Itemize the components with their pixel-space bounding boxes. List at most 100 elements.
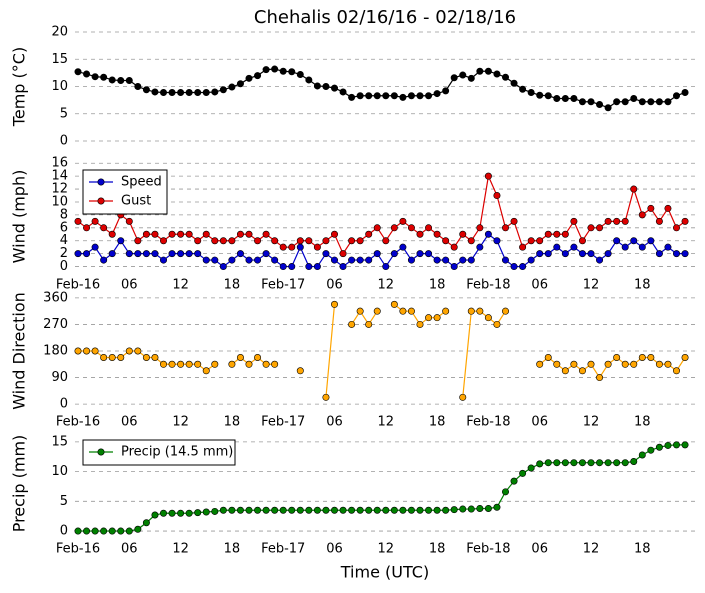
- point: [664, 204, 672, 212]
- legend-label: Gust: [121, 194, 151, 209]
- point: [519, 243, 527, 251]
- point: [211, 256, 219, 264]
- point: [570, 360, 578, 368]
- point: [168, 230, 176, 238]
- point: [356, 307, 364, 315]
- point: [219, 237, 227, 245]
- point: [271, 506, 279, 514]
- point: [501, 307, 509, 315]
- point: [236, 506, 244, 514]
- point: [245, 230, 253, 238]
- point: [348, 256, 356, 264]
- x-tick-label: 06: [531, 542, 548, 557]
- point: [638, 211, 646, 219]
- x-tick-label: 18: [224, 278, 241, 293]
- point: [544, 230, 552, 238]
- point: [151, 250, 159, 258]
- point: [313, 506, 321, 514]
- point: [322, 237, 330, 245]
- point: [587, 250, 595, 258]
- point: [74, 250, 82, 258]
- x-tick-label: 18: [429, 415, 446, 430]
- point: [305, 506, 313, 514]
- point: [211, 507, 219, 515]
- point: [382, 506, 390, 514]
- point: [459, 393, 467, 401]
- x-tick-label: 06: [121, 542, 138, 557]
- y-tick-label: 4: [60, 233, 68, 248]
- point: [407, 224, 415, 232]
- point: [125, 77, 133, 85]
- point: [228, 256, 236, 264]
- point: [168, 360, 176, 368]
- point: [194, 509, 202, 517]
- point: [390, 506, 398, 514]
- point: [117, 77, 125, 85]
- point: [570, 94, 578, 102]
- x-tick-label: 18: [429, 278, 446, 293]
- point: [621, 459, 629, 467]
- point: [493, 70, 501, 78]
- point: [100, 73, 108, 81]
- point: [160, 256, 168, 264]
- point: [621, 98, 629, 106]
- x-tick-label: 06: [326, 415, 343, 430]
- point: [373, 92, 381, 100]
- series-line: [78, 233, 686, 268]
- point: [100, 353, 108, 361]
- point: [613, 98, 621, 106]
- point: [142, 519, 150, 527]
- point: [236, 230, 244, 238]
- x-tick-label: Feb-16: [56, 415, 100, 430]
- point: [621, 217, 629, 225]
- point: [296, 243, 304, 251]
- point: [638, 243, 646, 251]
- x-tick-label: Feb-17: [261, 542, 305, 557]
- point: [262, 360, 270, 368]
- point: [407, 506, 415, 514]
- point: [228, 237, 236, 245]
- point: [647, 237, 655, 245]
- point: [536, 91, 544, 99]
- point: [484, 504, 492, 512]
- point: [527, 237, 535, 245]
- point: [655, 443, 663, 451]
- y-tick-label: 20: [51, 25, 68, 40]
- point: [604, 217, 612, 225]
- point: [296, 71, 304, 79]
- point: [399, 307, 407, 315]
- point: [467, 307, 475, 315]
- point: [442, 307, 450, 315]
- point: [160, 509, 168, 517]
- x-tick-label: 06: [531, 415, 548, 430]
- point: [236, 353, 244, 361]
- point: [459, 71, 467, 79]
- point: [416, 250, 424, 258]
- y-axis-label: Wind (mph): [10, 170, 29, 264]
- point: [262, 250, 270, 258]
- point: [373, 506, 381, 514]
- y-tick-label: 14: [51, 169, 68, 184]
- point: [613, 237, 621, 245]
- point: [433, 230, 441, 238]
- point: [493, 503, 501, 511]
- point: [621, 243, 629, 251]
- point: [630, 94, 638, 102]
- point: [553, 94, 561, 102]
- point: [630, 360, 638, 368]
- point: [553, 243, 561, 251]
- point: [510, 477, 518, 485]
- point: [100, 527, 108, 535]
- point: [100, 224, 108, 232]
- point: [262, 230, 270, 238]
- point: [117, 237, 125, 245]
- point: [527, 464, 535, 472]
- point: [271, 65, 279, 73]
- point: [587, 459, 595, 467]
- legend-marker: [97, 448, 105, 456]
- point: [467, 505, 475, 513]
- point: [596, 100, 604, 108]
- point: [288, 506, 296, 514]
- y-tick-label: 0: [60, 397, 68, 412]
- point: [74, 68, 82, 76]
